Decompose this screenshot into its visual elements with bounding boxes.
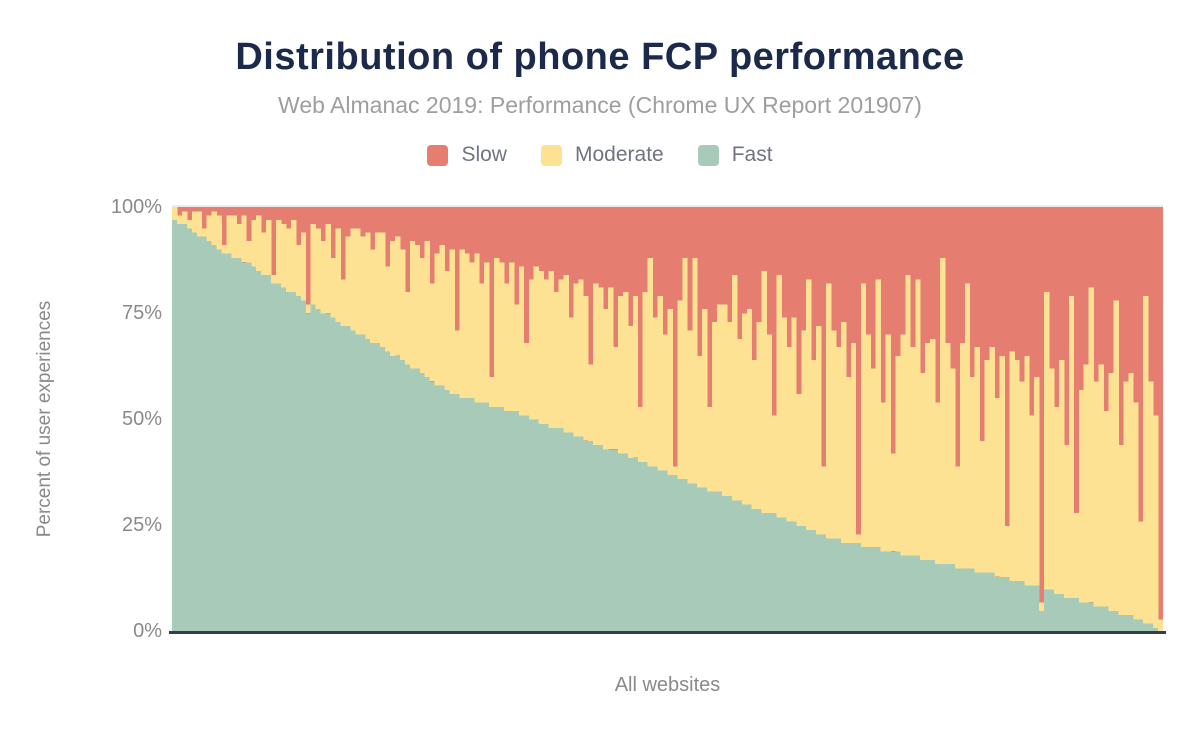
stacked-bar-svg [172,207,1163,632]
x-axis-title: All websites [614,674,721,696]
y-tick-25: 25% [121,514,162,536]
legend: Slow Moderate Fast [0,143,1200,167]
y-tick-0: 0% [133,620,162,642]
chart-subtitle: Web Almanac 2019: Performance (Chrome UX… [278,92,922,118]
legend-item-fast: Fast [697,143,773,167]
fast-swatch-icon [697,144,719,166]
x-axis-line [169,631,1166,634]
legend-item-slow: Slow [427,143,507,167]
y-axis-title: Percent of user experiences [34,300,55,538]
legend-label-moderate: Moderate [574,143,664,166]
legend-item-moderate: Moderate [540,143,664,167]
gridline-100pct [172,205,1163,207]
y-tick-100: 100% [110,196,162,218]
chart-area [172,207,1163,632]
slow-swatch-icon [427,144,449,166]
y-tick-75: 75% [121,302,162,324]
legend-label-fast: Fast [731,143,773,166]
legend-label-slow: Slow [461,143,507,166]
chart-title: Distribution of phone FCP performance [235,36,965,78]
y-tick-50: 50% [121,408,162,430]
moderate-swatch-icon [540,144,562,166]
